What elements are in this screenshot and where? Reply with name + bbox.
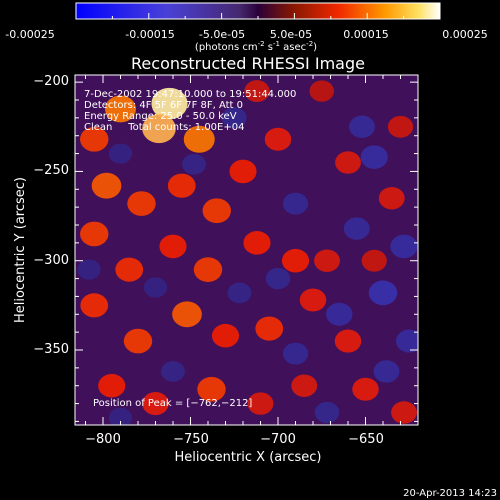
y-tick-label: −300 — [33, 253, 69, 268]
emission-blob — [255, 316, 284, 341]
y-axis-label: Heliocentric Y (arcsec) — [13, 177, 28, 323]
emission-blob — [98, 373, 126, 398]
negative-blob — [227, 282, 252, 304]
negative-blob — [143, 277, 168, 298]
emission-blob — [211, 323, 240, 348]
plot-frame — [74, 74, 419, 426]
emission-blob — [80, 126, 109, 152]
emission-blob — [334, 329, 362, 353]
emission-blob — [115, 257, 144, 282]
y-tick-labels: −200 −250 −300 −350 — [33, 74, 69, 357]
emission-blob — [387, 115, 414, 138]
annotation-line: Energy Range: 25.0 - 50.0 keV — [84, 111, 237, 122]
negative-blob — [221, 107, 247, 129]
colorbar-unit-label: (photons cm-2 s-1 asec-2) — [195, 40, 317, 53]
negative-blob — [349, 115, 375, 139]
emission-blob — [314, 249, 340, 272]
emission-blob — [361, 249, 387, 272]
colorbar-ticks — [75, 13, 441, 19]
emission-blob — [167, 173, 196, 198]
y-tick-label: −250 — [33, 163, 69, 178]
annotation-block: 7-Dec-2002 19:47:10.000 to 19:51:44.000 … — [84, 89, 296, 133]
emission-blob — [193, 257, 223, 283]
heatmap-image — [75, 75, 418, 425]
negative-blob — [368, 280, 398, 306]
negative-blob — [282, 192, 309, 215]
negative-blob — [396, 329, 418, 353]
colorbar-tick-label: 0.00015 — [343, 28, 389, 41]
negative-blob — [161, 361, 185, 382]
emission-blob — [91, 172, 122, 199]
x-tick-labels: −800 −750 −700 −650 — [85, 432, 384, 447]
colorbar-tick-label: -0.00015 — [125, 28, 174, 41]
y-tick-label: −350 — [33, 342, 69, 357]
emission-blob — [309, 80, 335, 102]
colorbar-tick-label: 5.0e-05 — [270, 28, 312, 41]
colorbar-tick-label: -5.0e-05 — [199, 28, 245, 41]
emission-blob — [243, 231, 271, 255]
negative-blob — [282, 342, 309, 365]
negative-blob — [108, 143, 133, 164]
colorbar-tick-label: -0.00025 — [5, 28, 54, 41]
negative-blob — [326, 302, 353, 326]
negative-blob — [373, 360, 400, 383]
emission-blob — [80, 221, 109, 247]
emission-blob — [244, 80, 270, 103]
negative-blob — [390, 234, 418, 259]
colorbar: -0.00025 -0.00015 -5.0e-05 5.0e-05 0.000… — [5, 2, 488, 53]
emission-blob — [247, 392, 274, 415]
emission-blob — [202, 198, 231, 224]
emission-blob — [229, 159, 257, 184]
heatmap-blobs — [77, 80, 418, 425]
negative-blob — [360, 145, 388, 169]
axis-ticks — [75, 75, 419, 425]
negative-blob — [265, 267, 291, 290]
emission-blob — [151, 87, 188, 120]
emission-blob — [172, 301, 202, 328]
emission-blob — [183, 125, 215, 153]
x-tick-label: −700 — [260, 432, 296, 447]
timestamp: 20-Apr-2013 14:23 — [403, 488, 497, 499]
emission-blob — [142, 392, 169, 416]
negative-blob — [77, 259, 101, 280]
x-tick-label: −750 — [173, 432, 209, 447]
chart-title: Reconstructed RHESSI Image — [131, 54, 365, 73]
emission-blob — [142, 113, 176, 144]
emission-blob — [281, 248, 310, 273]
emission-blob — [378, 186, 405, 210]
negative-blob — [343, 217, 370, 240]
negative-blob — [108, 407, 133, 425]
colorbar-tick-label: 0.00025 — [442, 28, 488, 41]
emission-blob — [264, 127, 292, 151]
emission-blob — [335, 151, 361, 174]
peak-position-label: Position of Peak = [−762,−212] — [93, 398, 252, 409]
x-tick-label: −650 — [348, 432, 384, 447]
emission-blob — [159, 234, 187, 259]
emission-blob — [291, 374, 318, 397]
emission-blob — [104, 95, 137, 123]
emission-blob — [197, 376, 226, 402]
negative-blob — [314, 401, 340, 424]
negative-blob — [182, 153, 206, 175]
x-tick-label: −800 — [85, 432, 121, 447]
annotation-line: 7-Dec-2002 19:47:10.000 to 19:51:44.000 — [84, 89, 296, 100]
emission-blob — [299, 288, 327, 312]
y-tick-label: −200 — [33, 74, 69, 89]
emission-blob — [391, 401, 417, 424]
annotation-line: Detectors: 4F 5F 6F 7F 8F, Att 0 — [84, 100, 243, 111]
x-axis-label: Heliocentric X (arcsec) — [175, 450, 322, 465]
annotation-line: Clean Total counts: 1.00E+04 — [84, 122, 244, 133]
emission-blob — [123, 328, 153, 354]
emission-blob — [352, 377, 379, 401]
emission-blob — [80, 293, 109, 318]
emission-blob — [127, 191, 156, 216]
